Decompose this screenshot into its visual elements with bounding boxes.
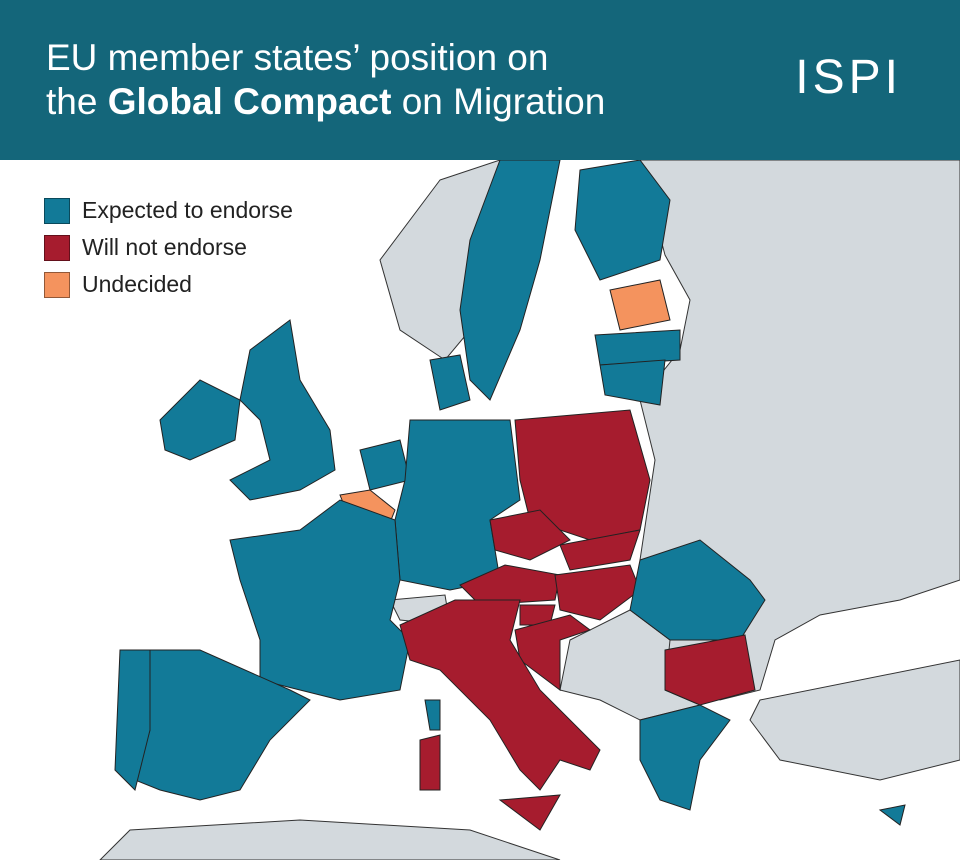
country [424,699,441,731]
country [554,564,641,621]
land [749,659,960,781]
country [574,160,671,281]
country [878,804,906,826]
country [399,599,601,791]
title-text: the [46,81,108,122]
country [489,509,571,561]
map [99,160,960,860]
title-line: EU member states’ position on [46,37,549,78]
legend-item: Expected to endorse [44,192,293,229]
country [629,539,766,641]
country [559,529,641,571]
country [599,359,666,406]
country [594,329,681,366]
countries [114,160,906,831]
country [159,379,241,461]
country [459,160,561,401]
country [429,354,471,411]
title-bold: Global Compact [107,81,392,122]
country [229,319,336,501]
header: EU member states’ position on the Global… [0,0,960,160]
country [229,499,411,701]
legend-swatch [44,197,70,224]
logo: ISPI [795,51,902,104]
legend-item: Will not endorse [44,229,293,266]
land [99,819,561,860]
legend-label: Undecided [82,271,192,297]
title-text: on Migration [391,81,606,122]
legend-label: Will not endorse [82,234,247,260]
legend-swatch [44,234,70,261]
country [664,634,756,706]
legend-item: Undecided [44,266,293,303]
country [359,439,411,491]
title: EU member states’ position on the Global… [46,36,605,124]
legend-swatch [44,271,70,298]
legend-label: Expected to endorse [82,197,293,223]
country [609,279,671,331]
country [639,704,731,811]
country [419,734,441,791]
country [114,649,151,791]
country [394,419,521,591]
legend: Expected to endorse Will not endorse Undec… [44,192,293,303]
country [498,794,561,831]
